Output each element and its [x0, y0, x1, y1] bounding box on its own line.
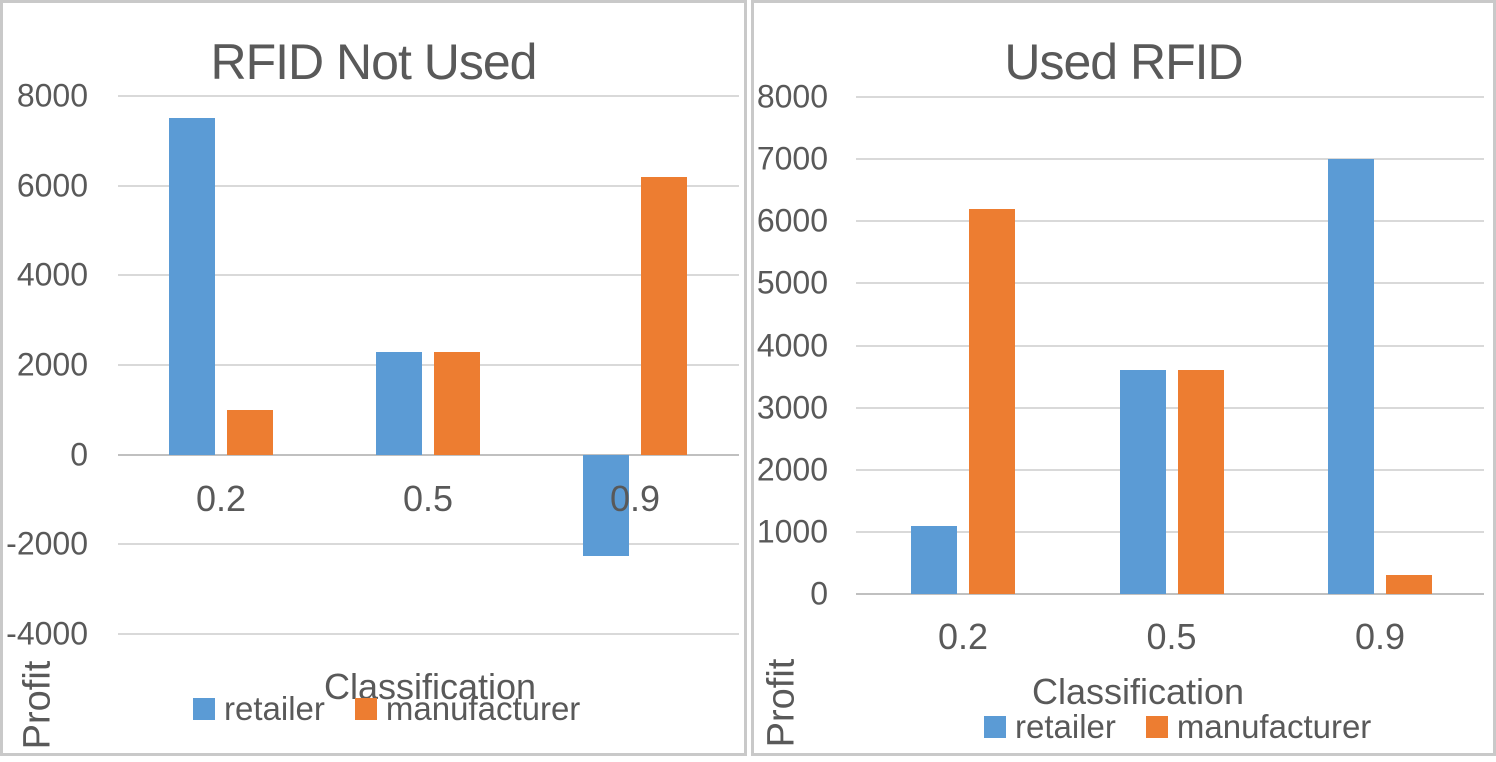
y-axis-tick-label: 8000	[756, 78, 828, 115]
y-axis-tick-label: -2000	[6, 525, 88, 562]
bar-retailer-0.2	[911, 525, 957, 594]
zero-gridline	[856, 593, 1484, 595]
chart-panel-used-rfid: Used RFID Profit Classification 8000 7000…	[751, 0, 1496, 756]
bar-retailer-0.5	[1119, 370, 1166, 594]
gridline	[856, 468, 1484, 471]
gridline	[856, 406, 1484, 409]
legend-item-retailer: retailer	[984, 710, 1116, 743]
y-axis-tick-label: 2000	[756, 451, 828, 488]
chart-panel-rfid-not-used: RFID Not Used Profit Classification 8000…	[0, 0, 747, 756]
gridline	[856, 282, 1484, 285]
legend-swatch-icon	[193, 697, 215, 720]
y-axis-tick-label: 5000	[756, 264, 828, 301]
bar-retailer-0.9	[583, 454, 629, 556]
x-axis-category-label: 0.9	[1354, 616, 1406, 657]
bar-manufacturer-0.2	[969, 208, 1015, 594]
y-axis-tick-label: 8000	[16, 77, 88, 114]
y-axis-tick-label: 6000	[16, 167, 88, 204]
legend-label: manufacturer	[385, 690, 581, 727]
bar-retailer-0.2	[169, 118, 215, 455]
bar-retailer-0.9	[1328, 159, 1374, 594]
legend-item-retailer: retailer	[193, 692, 325, 725]
x-axis-category-label: 0.5	[1146, 616, 1197, 657]
gridline	[856, 530, 1484, 533]
gridline	[118, 633, 739, 635]
bar-manufacturer-0.9	[1386, 575, 1432, 594]
gridline	[118, 543, 739, 546]
bar-manufacturer-0.5	[434, 351, 480, 455]
y-axis-tick-label: 0	[70, 436, 88, 473]
chart-title: Used RFID	[1004, 34, 1243, 90]
bar-retailer-0.5	[376, 351, 422, 455]
x-axis-category-label: 0.2	[195, 478, 247, 519]
legend-swatch-icon	[984, 715, 1006, 738]
y-axis-tick-label: 7000	[756, 140, 828, 177]
gridline	[118, 95, 739, 97]
y-axis-tick-label: 4000	[16, 256, 88, 293]
gridline	[118, 274, 739, 277]
x-axis-category-label: 0.5	[402, 478, 454, 519]
y-axis-tick-label: 2000	[16, 346, 88, 383]
bar-manufacturer-0.2	[227, 409, 273, 455]
gridline	[118, 184, 739, 187]
x-axis-category-label: 0.2	[937, 616, 989, 657]
gridline	[856, 344, 1484, 347]
y-axis-tick-label: 3000	[756, 388, 828, 425]
zero-gridline	[118, 453, 739, 456]
x-axis-category-label: 0.9	[609, 478, 661, 519]
y-axis-tick-label: -4000	[6, 615, 88, 652]
bar-manufacturer-0.5	[1177, 370, 1224, 594]
gridline	[856, 220, 1484, 223]
gridline	[118, 364, 739, 366]
legend-label: manufacturer	[1176, 708, 1372, 745]
y-axis-tick-label: 0	[810, 575, 828, 612]
y-axis-title: Profit	[16, 660, 59, 750]
gridline	[856, 96, 1484, 98]
gridline	[856, 158, 1484, 161]
y-axis-tick-label: 1000	[756, 513, 828, 550]
legend-item-manufacturer: manufacturer	[1145, 708, 1372, 745]
legend-label: retailer	[1015, 708, 1116, 745]
legend-item-manufacturer: manufacturer	[354, 690, 581, 727]
y-axis-tick-label: 6000	[756, 202, 828, 239]
x-axis-title: Classification	[1031, 671, 1245, 712]
legend-label: retailer	[224, 690, 325, 727]
y-axis-tick-label: 4000	[756, 326, 828, 363]
legend-swatch-icon	[354, 697, 377, 720]
bar-manufacturer-0.9	[641, 176, 687, 455]
legend: retailer manufacturer	[984, 710, 1371, 743]
legend-swatch-icon	[1145, 715, 1168, 738]
y-axis-title: Profit	[760, 658, 803, 748]
chart-title: RFID Not Used	[210, 34, 538, 90]
legend: retailer manufacturer	[193, 692, 580, 725]
